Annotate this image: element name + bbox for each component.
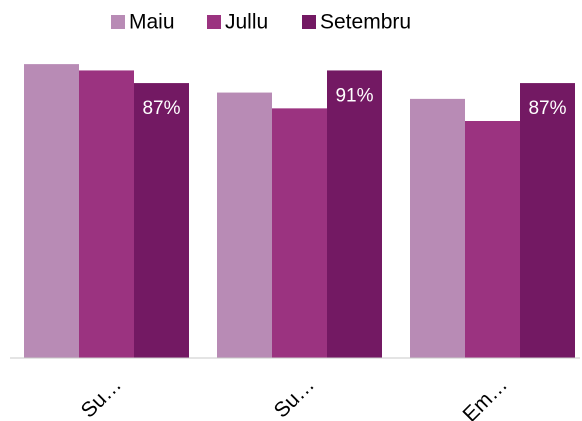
x-tick-label: Su… bbox=[270, 373, 319, 421]
bar bbox=[79, 70, 134, 358]
legend-swatch bbox=[207, 15, 221, 29]
legend-label: Setembru bbox=[320, 11, 411, 34]
bar bbox=[327, 70, 382, 358]
x-tick-label: Em… bbox=[459, 373, 512, 421]
bar bbox=[410, 98, 465, 358]
legend-swatch bbox=[302, 15, 316, 29]
bar bbox=[465, 121, 520, 358]
bar bbox=[520, 83, 575, 358]
bar bbox=[134, 83, 189, 358]
bar bbox=[24, 64, 79, 359]
data-label: 91% bbox=[335, 85, 373, 106]
bar bbox=[217, 92, 272, 358]
legend-swatch bbox=[111, 15, 125, 29]
x-tick-label: Su… bbox=[77, 373, 126, 421]
legend-label: Maiu bbox=[129, 11, 175, 34]
data-label: 87% bbox=[528, 98, 566, 119]
legend-label: Jullu bbox=[225, 11, 268, 34]
bar bbox=[272, 108, 327, 358]
data-label: 87% bbox=[142, 98, 180, 119]
